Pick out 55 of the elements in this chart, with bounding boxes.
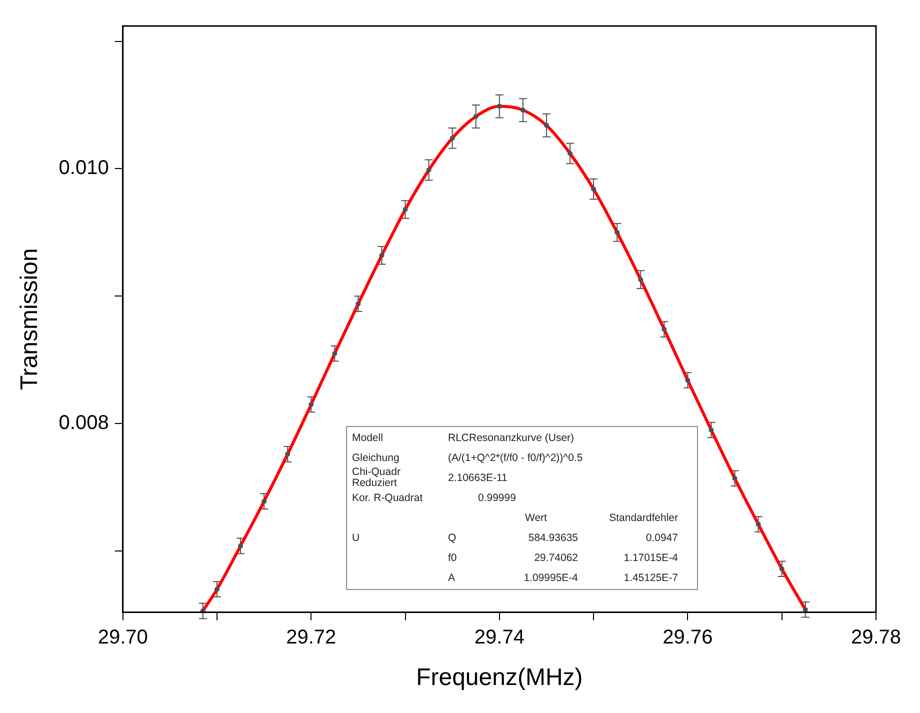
point <box>544 122 549 128</box>
annotation: 1.09995E-4 <box>522 572 578 584</box>
point <box>473 114 478 119</box>
annotation: 2.10663E-11 <box>448 472 508 484</box>
annotation: 0.99999 <box>477 492 517 504</box>
point <box>568 150 573 156</box>
point <box>685 378 690 383</box>
point <box>756 522 761 527</box>
annotation: f0 <box>448 552 458 564</box>
annotation: 29.74062 <box>533 552 578 564</box>
point <box>356 301 361 306</box>
x-tick-label: 29.70 <box>98 626 148 649</box>
x-tick-label: 29.74 <box>474 626 524 649</box>
annotation: 1.45125E-7 <box>622 572 678 584</box>
point <box>614 230 620 235</box>
point <box>708 427 714 432</box>
x-tick-label: 29.78 <box>850 626 902 649</box>
annotation: 1.17015E-4 <box>622 552 678 564</box>
x-tick-label: 29.72 <box>286 626 336 649</box>
annotation: Wert <box>524 512 548 524</box>
point <box>779 566 784 572</box>
annotation: Chi-Quadr Reduziert <box>352 466 402 489</box>
point <box>638 277 644 282</box>
annotation: 0.0947 <box>644 532 678 544</box>
point <box>402 207 408 212</box>
point <box>732 476 738 481</box>
y-tick-label: 0.008 <box>58 412 109 434</box>
annotation: A <box>448 572 456 584</box>
point <box>238 543 244 548</box>
annotation: 584.93635 <box>527 532 578 544</box>
point <box>426 168 432 172</box>
annotation: Q <box>448 532 458 544</box>
point <box>214 586 220 592</box>
y-tick-label: 0.010 <box>58 157 109 180</box>
annotation: Gleichung <box>352 452 400 464</box>
point <box>379 252 384 258</box>
annotation: Standardfehler <box>608 512 678 524</box>
point <box>308 402 314 407</box>
point <box>520 108 526 113</box>
annotation: U <box>352 532 361 544</box>
point <box>496 104 502 109</box>
x-tick-label: 29.76 <box>662 626 713 649</box>
point <box>332 351 338 356</box>
point <box>262 498 267 504</box>
annotation: RLCResonanzkurve (User) <box>448 432 576 444</box>
point <box>285 452 290 457</box>
x-axis-title: Frequenz(MHz) <box>416 664 583 692</box>
annotation: Modell <box>352 432 384 444</box>
point <box>450 136 455 141</box>
annotation: Kor. R-Quadrat <box>352 492 424 504</box>
point <box>591 186 596 192</box>
y-axis-title: Transmission <box>16 248 44 390</box>
line-series <box>201 104 807 612</box>
annotation: (A/(1+Q^2*(f/f0 - f0/f)^2))^0.5 <box>448 452 584 464</box>
point <box>662 326 667 332</box>
